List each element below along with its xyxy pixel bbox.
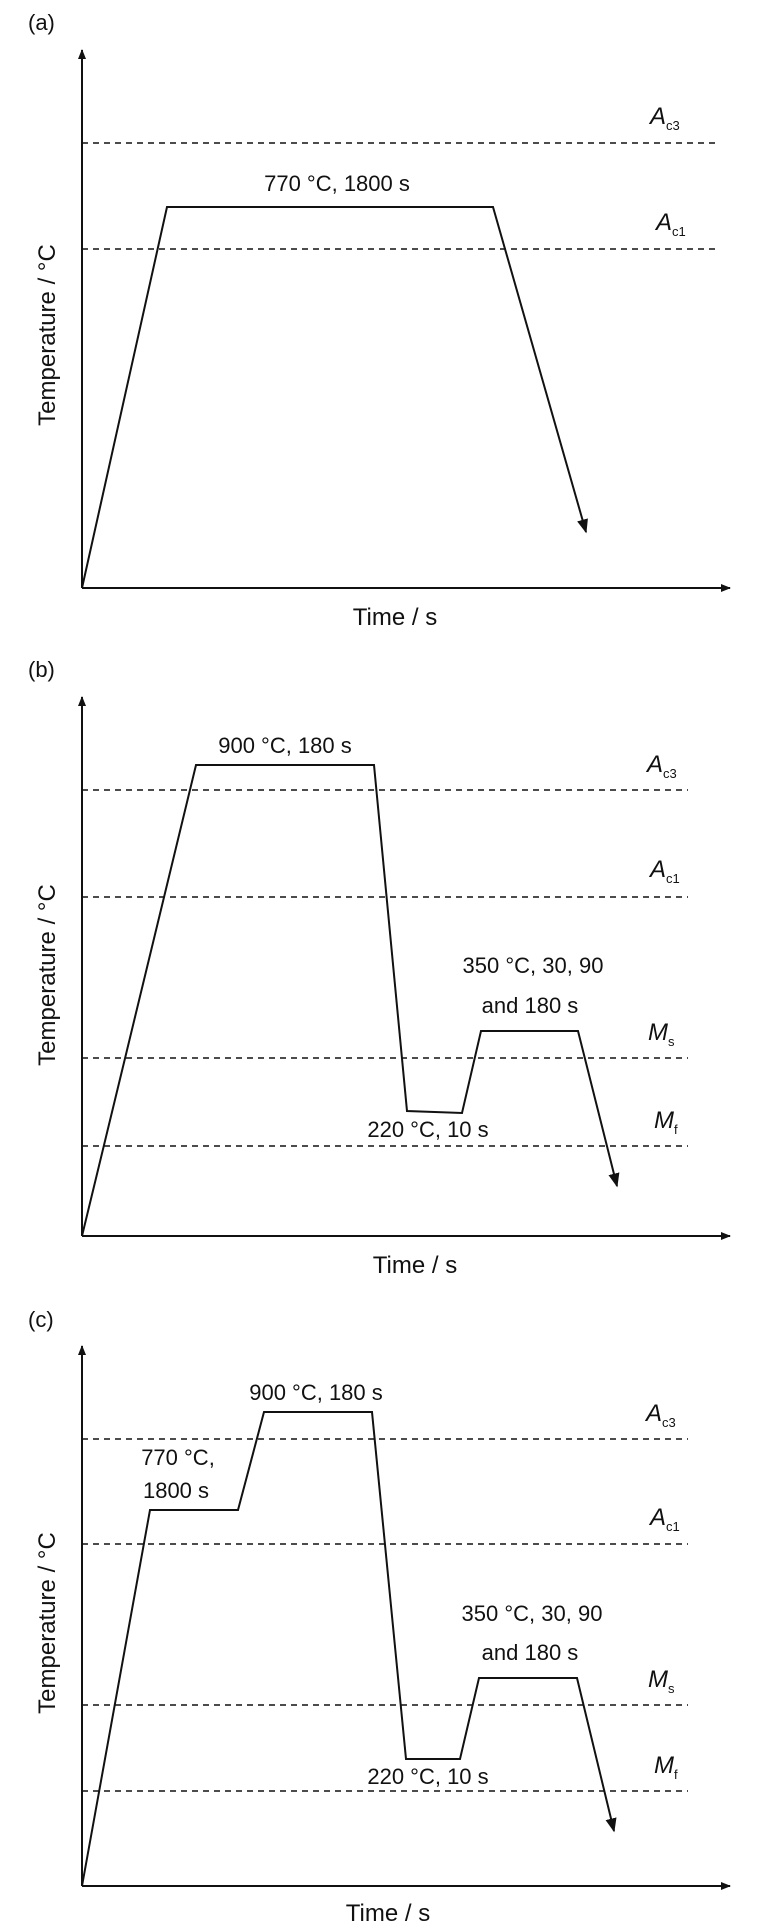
ms-label: Ms	[648, 1019, 675, 1049]
ac3-label: Ac3	[645, 751, 677, 781]
intercritical-annotation-line2: 1800 s	[143, 1478, 209, 1503]
x-axis-label: Time / s	[346, 1900, 430, 1927]
ac1-label: Ac1	[648, 856, 680, 886]
panel-b: (b) Temperature / °C Time / s Ac3 Ac1 Ms…	[28, 657, 731, 1279]
mf-label: Mf	[654, 1107, 678, 1137]
y-axis-label: Temperature / °C	[34, 1532, 61, 1714]
ac3-label: Ac3	[648, 103, 680, 133]
panel-a: (a) Temperature / °C Time / s Ac3 Ac1 77…	[28, 10, 731, 631]
heating-schedule	[81, 1411, 617, 1887]
quench-annotation: 220 °C, 10 s	[367, 1764, 488, 1789]
ac3-label: Ac3	[644, 1400, 676, 1430]
partition-annotation-line2: and 180 s	[482, 1640, 579, 1665]
x-axis-label: Time / s	[373, 1252, 457, 1279]
panel-label: (b)	[28, 657, 55, 682]
partition-annotation-line1: 350 °C, 30, 90	[462, 1601, 603, 1626]
panel-label: (a)	[28, 10, 55, 35]
y-axis-label: Temperature / °C	[34, 244, 61, 426]
ac1-label: Ac1	[648, 1504, 680, 1534]
mf-label: Mf	[654, 1752, 678, 1782]
x-axis-label: Time / s	[353, 604, 437, 631]
ac1-label: Ac1	[654, 209, 686, 239]
ms-label: Ms	[648, 1666, 675, 1696]
y-axis-label: Temperature / °C	[34, 884, 61, 1066]
heating-schedule	[81, 206, 588, 589]
panel-label: (c)	[28, 1307, 54, 1332]
partition-annotation-line2: and 180 s	[482, 993, 579, 1018]
panel-c: (c) Temperature / °C Time / s Ac3 Ac1 Ms…	[28, 1307, 731, 1927]
heating-schedule	[81, 764, 620, 1237]
intercritical-annotation-line1: 770 °C,	[141, 1445, 215, 1470]
austenitize-annotation: 900 °C, 180 s	[218, 733, 352, 758]
partition-annotation-line1: 350 °C, 30, 90	[463, 953, 604, 978]
hold-annotation: 770 °C, 1800 s	[264, 171, 410, 196]
austenitize-annotation: 900 °C, 180 s	[249, 1380, 383, 1405]
quench-annotation: 220 °C, 10 s	[367, 1117, 488, 1142]
